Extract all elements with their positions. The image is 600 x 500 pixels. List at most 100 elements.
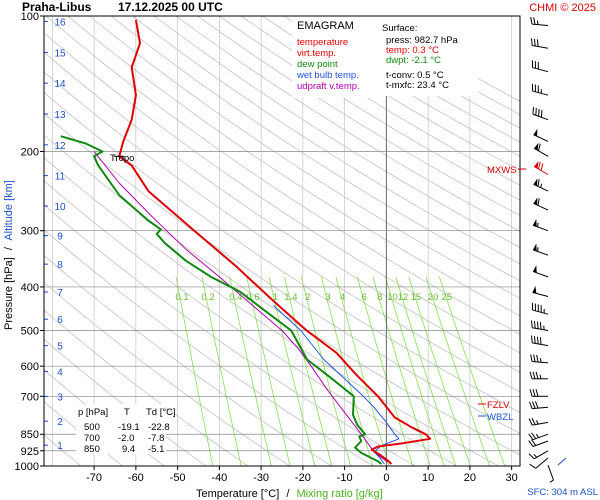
wind-barb-half [535,433,540,438]
wind-barb-full [532,389,536,397]
wind-barb-half [549,479,554,483]
y-tick-label: 400 [21,282,39,294]
wind-barb-full [539,337,542,345]
wind-barb-pennant [534,142,539,151]
wind-barb-full [531,432,537,439]
x-tick-label: -10 [337,472,353,484]
wind-barb [533,128,549,142]
series-udpraft-v-temp-line [93,151,388,463]
wind-barb-pennant [534,160,539,169]
legend-wet-bulb: wet bulb temp. [296,70,359,81]
x-tick-label: -50 [170,472,186,484]
wind-barb-full [531,401,536,409]
wind-barb-full [533,320,536,329]
dry-adiabat [89,16,520,299]
wind-barb-full [534,61,536,69]
wind-barb-half [543,325,545,330]
wind-barb-staff [532,23,549,26]
ylabel-separator: / [3,246,15,250]
x-tick-label: -30 [253,472,269,484]
wind-barb [533,142,549,157]
wind-barb-pennant [532,218,537,227]
mixing-ratio-label: 25 [441,292,452,303]
wind-barb [532,243,549,256]
wind-barb-half [539,374,542,379]
wind-barb [533,197,549,211]
wind-barb-full [540,110,543,118]
wind-barb [528,450,549,460]
plot-frame [43,15,521,467]
legend-virt-temp: virt.temp. [297,48,336,59]
wind-barb-full [528,453,535,460]
dry-adiabat [197,16,520,217]
legend-box: EMAGRAM temperature virt.temp. dew point… [292,16,380,98]
wind-barb-full [529,389,533,397]
wind-barb [529,389,548,397]
surface-tconv: t-conv: 0.5 °C [386,70,444,81]
mixing-ratio-label: 2 [305,292,310,303]
legend-dew-point: dew point [297,59,338,70]
wind-barb-staff [532,433,549,441]
mixing-ratio-label: 0.4 [229,292,242,303]
wind-barb-full [530,16,533,25]
mixing-ratio-line [201,276,242,466]
altitude-tick-label: 6 [57,315,63,326]
mixing-ratio-line [408,276,471,466]
wind-barb-full [534,303,536,311]
wind-barb-staff [532,440,549,447]
surface-title: Surface: [382,23,417,34]
y-tick-label: 850 [21,429,39,441]
wind-barb-staff [533,450,549,460]
wind-barb [530,354,549,364]
y-tick-label: 600 [21,361,39,373]
mixing-ratio-label: 4 [340,292,345,303]
wind-barb-full [535,371,539,379]
mixing-ratio-line [439,276,506,466]
station-name: Praha-Libus [22,0,92,14]
wind-barb-full [538,108,540,117]
datetime: 17.12.2025 00 UTC [118,0,223,14]
xlabel-separator: / [286,488,290,500]
table-cell: -7.8 [148,433,164,444]
mixing-ratio-labels: 0.1 0.2 0.4 0.6 1 1.4 2 3 4 6 8 10 12 15 20 25 [175,292,452,303]
wind-barb-full [536,39,539,47]
altitude-tick-label: 15 [54,48,66,59]
wind-barb [533,160,549,175]
wind-barb [530,320,549,331]
wind-barb-full [533,336,536,344]
series-dew-point-line [60,135,383,465]
mixing-ratio-label: 1 [273,292,278,303]
wind-barb [532,218,549,232]
mixing-ratio-label: 15 [411,292,422,303]
mixing-ratio-label: 10 [387,292,398,303]
dry-adiabat [44,71,520,393]
wind-barb-full [533,17,536,25]
wind-barb-full [535,389,539,397]
wind-barb-staff [533,202,549,211]
wind-barb-full [537,304,539,312]
wind-barb-staff [532,327,549,331]
wind-barb-half [536,20,539,25]
altitude-tick-label: 7 [57,288,63,299]
wind-barb-full [535,107,537,116]
wind-barb-full [536,321,539,329]
wind-barb-pennant [533,197,538,206]
mixing-ratio-label: 3 [325,292,330,303]
wind-barb-staff [532,90,549,96]
y-tick-label: 700 [21,391,39,403]
wind-barb-full [530,38,533,46]
mixing-ratio-line [335,276,390,466]
wind-barb [529,371,548,380]
mxws-label: MXWS [487,165,517,176]
wind-barb-full [529,463,537,469]
wind-barbs [528,16,567,483]
surface-box: Surface: press: 982.7 hPa temp: 0.3 °C d… [380,16,478,96]
altitude-tick-label: 13 [54,110,66,121]
ylabel-altitude: Altitude [km] [3,180,15,241]
wind-barb-full [531,60,534,68]
sfc-wind-marker [557,457,567,466]
wind-barb-full [539,321,542,330]
sounding-series [60,19,432,465]
altitude-tick-label: 11 [55,172,66,183]
wind-barb-full [529,371,533,379]
